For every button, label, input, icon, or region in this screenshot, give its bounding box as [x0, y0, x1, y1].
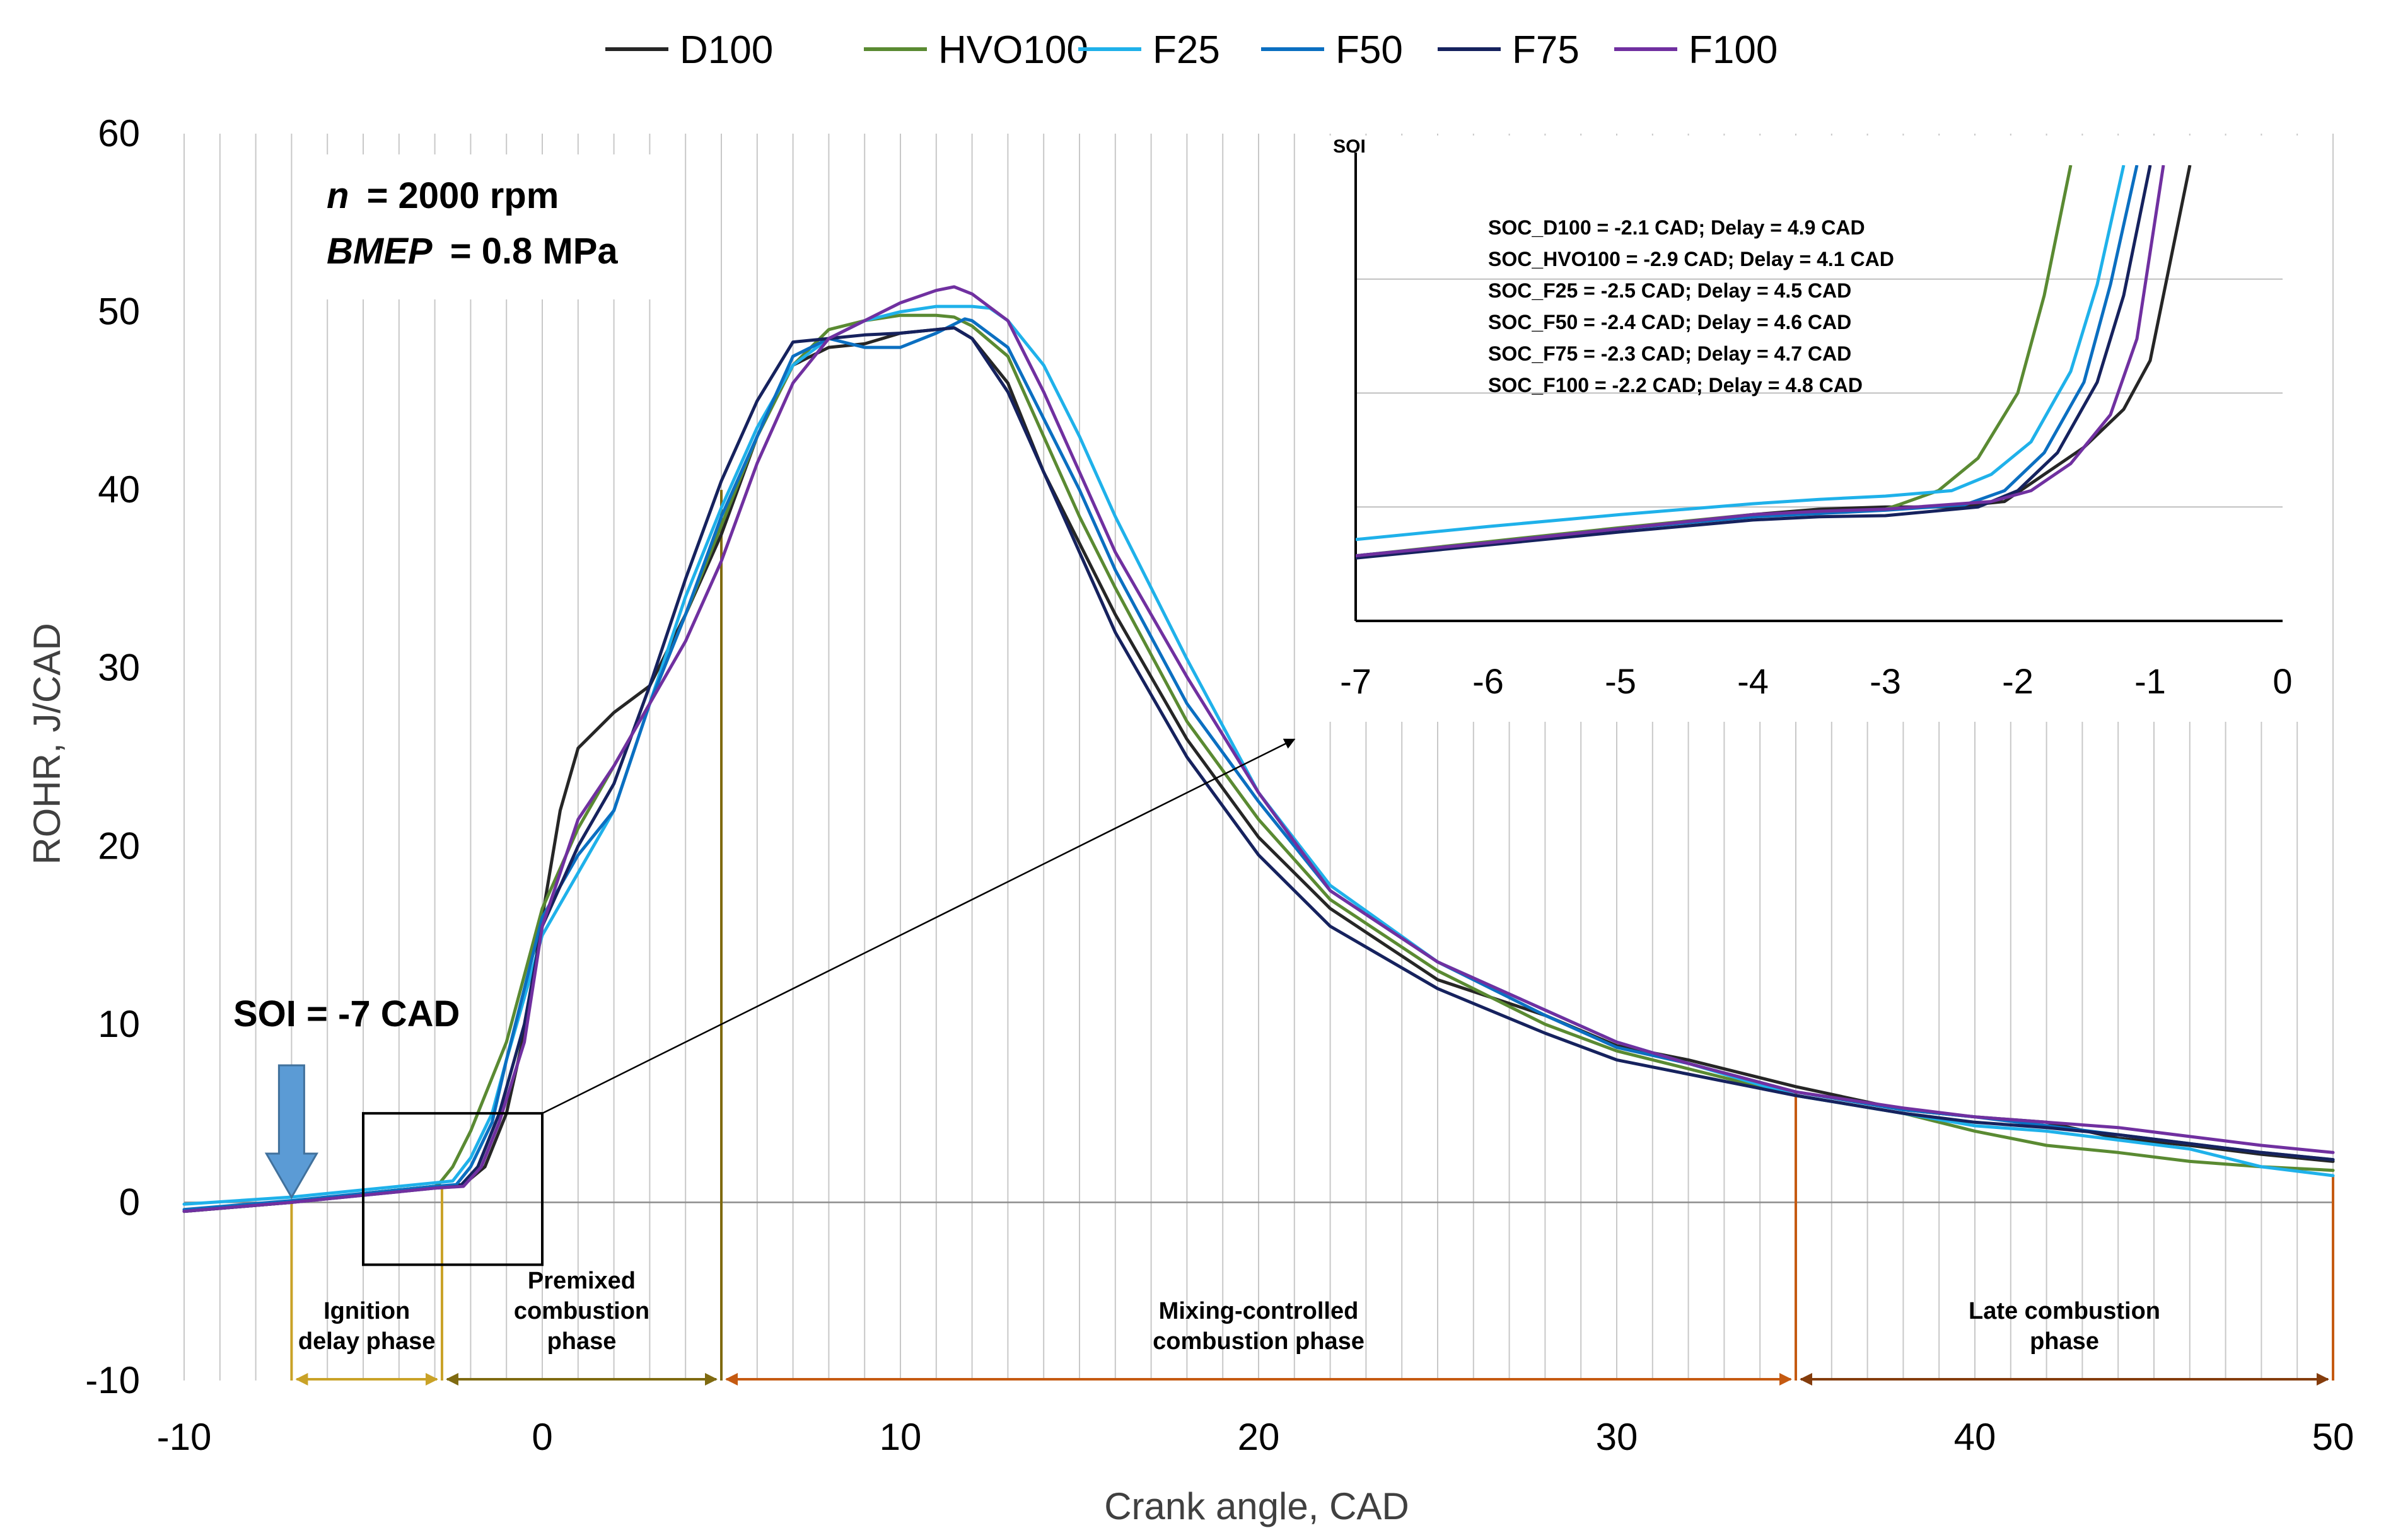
phase-label: Ignition — [323, 1298, 410, 1324]
y-tick-label: 30 — [98, 647, 140, 689]
inset-x-tick-label: -3 — [1870, 661, 1901, 701]
legend-label-d100: D100 — [680, 28, 773, 72]
inset-series-line-f75 — [1356, 165, 2152, 560]
inset-annotation-line: SOC_F25 = -2.5 CAD; Delay = 4.5 CAD — [1488, 279, 1851, 302]
inset-annotation-line: SOC_F75 = -2.3 CAD; Delay = 4.7 CAD — [1488, 342, 1851, 365]
legend: D100 HVO100 F25 F50 F75 F100 — [605, 28, 1778, 72]
x-tick-label: 30 — [1596, 1416, 1638, 1458]
x-tick-label: 10 — [880, 1416, 922, 1458]
inset-x-tick-label: -4 — [1737, 661, 1769, 701]
y-tick-label: -10 — [85, 1359, 140, 1401]
y-tick-label: 0 — [119, 1181, 140, 1223]
legend-label-hvo100: HVO100 — [938, 28, 1088, 72]
conditions-line-1: n = 2000 rpm — [327, 175, 559, 216]
legend-label-f75: F75 — [1512, 28, 1580, 72]
inset-series-line-f100 — [1356, 165, 2165, 558]
phase-label: combustion phase — [1153, 1328, 1365, 1355]
phase-label: Mixing-controlled — [1159, 1298, 1359, 1324]
inset-annotation-line: SOC_HVO100 = -2.9 CAD; Delay = 4.1 CAD — [1488, 248, 1894, 270]
phase-label: combustion — [514, 1298, 649, 1324]
x-tick-label: -10 — [157, 1416, 212, 1458]
inset-x-tick-label: -5 — [1605, 661, 1636, 701]
legend-label-f100: F100 — [1689, 28, 1778, 72]
soi-arrow-shape — [264, 1064, 318, 1200]
phase-layer: Ignition delay phase Premixed combustion pha… — [290, 490, 2334, 1386]
main-series-layer — [182, 285, 2335, 1213]
inset-annotation-line: SOC_D100 = -2.1 CAD; Delay = 4.9 CAD — [1488, 216, 1865, 239]
phase-label: phase — [547, 1328, 617, 1355]
inset-x-tick-label: -1 — [2134, 661, 2166, 701]
y-tick-label: 10 — [98, 1003, 140, 1045]
inset-x-tick-label: -6 — [1472, 661, 1504, 701]
series-line-f75 — [182, 326, 2335, 1213]
phase-label: phase — [2030, 1328, 2099, 1355]
inset-series-line-f25 — [1356, 165, 2126, 541]
y-tick-label: 60 — [98, 112, 140, 154]
inset-annotation-line: SOC_F100 = -2.2 CAD; Delay = 4.8 CAD — [1488, 374, 1863, 397]
legend-label-f50: F50 — [1336, 28, 1403, 72]
x-tick-label: 40 — [1954, 1416, 1996, 1458]
inset-y-label: SOI — [1333, 136, 1366, 157]
zoom-box — [362, 1112, 544, 1266]
inset-series-layer — [1356, 165, 2192, 560]
conditions-line-2: BMEP = 0.8 MPa — [327, 231, 618, 272]
zoom-layer — [362, 738, 1296, 1266]
x-tick-label: 50 — [2312, 1416, 2354, 1458]
x-tick-label: 0 — [532, 1416, 552, 1458]
phase-label: delay phase — [298, 1328, 436, 1355]
x-tick-label: 20 — [1238, 1416, 1280, 1458]
phase-label: Late combustion — [1969, 1298, 2160, 1324]
zoom-connector-arrow — [542, 738, 1296, 1114]
phase-label: Premixed — [528, 1268, 636, 1294]
series-line-f100 — [182, 285, 2335, 1213]
inset-x-tick-label: -2 — [2002, 661, 2034, 701]
inset-annotation-line: SOC_F50 = -2.4 CAD; Delay = 4.6 CAD — [1488, 311, 1851, 333]
y-tick-label: 20 — [98, 825, 140, 867]
soi-arrow — [264, 1064, 318, 1200]
soi-label: SOI = -7 CAD — [233, 993, 460, 1034]
inset-background — [1315, 136, 2298, 722]
inset-x-tick-label: 0 — [2273, 661, 2292, 701]
y-tick-label: 50 — [98, 291, 140, 333]
conditions-box — [303, 154, 681, 299]
legend-label-f25: F25 — [1153, 28, 1220, 72]
inset-chart: SOI -7 -6 -5 -4 -3 -2 -1 0 SOC_D100 = -2.1 CAD; D… — [1315, 136, 2298, 722]
x-axis-title: Crank angle, CAD — [1104, 1485, 1409, 1527]
y-axis-title: ROHR, J/CAD — [26, 623, 68, 864]
inset-x-tick-label: -7 — [1340, 661, 1371, 701]
y-tick-label: 40 — [98, 468, 140, 511]
